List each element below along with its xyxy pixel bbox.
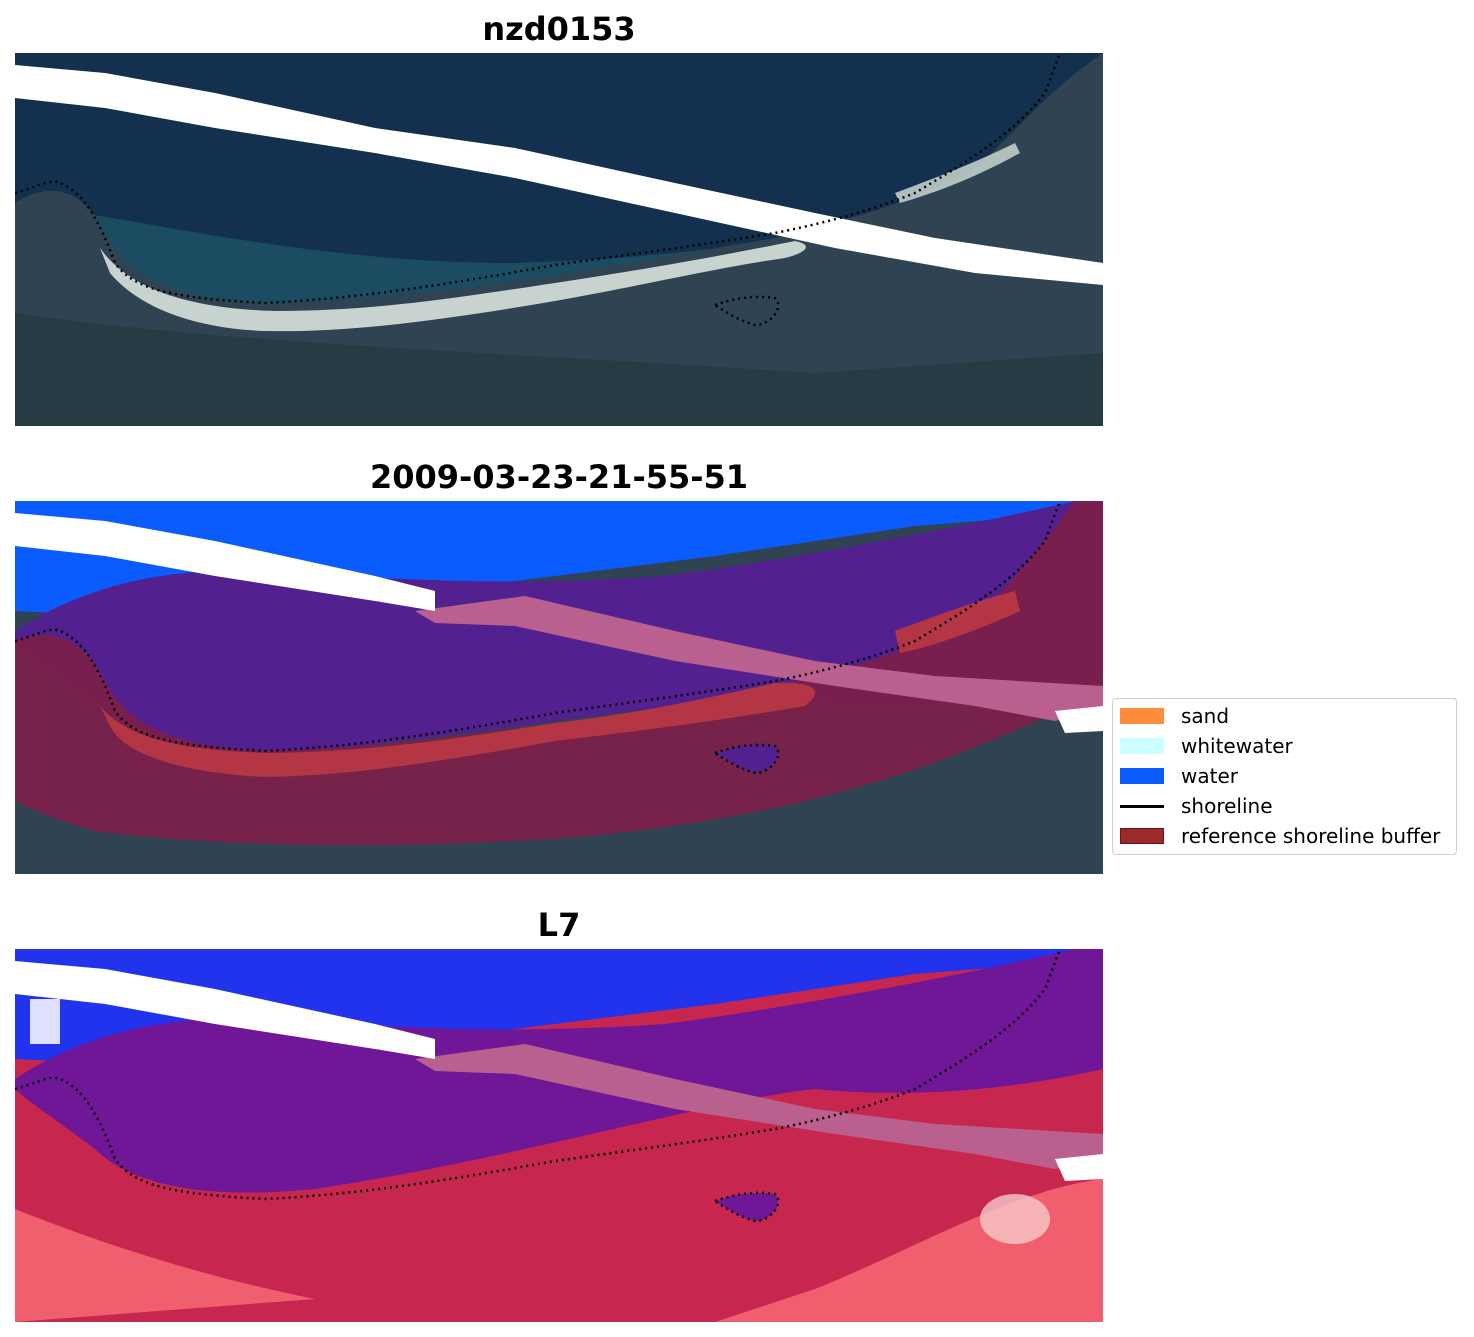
- nodata-stripe-east: [1055, 706, 1103, 733]
- panel-title-rgb: nzd0153: [482, 10, 636, 48]
- buffer-nodata-overlap: [415, 1044, 1103, 1169]
- shoreline-swatch: [1120, 804, 1164, 808]
- rgb-image: [15, 53, 1103, 426]
- classification-image: [15, 501, 1103, 874]
- legend-item-whitewater: whitewater: [1120, 734, 1293, 758]
- sand-class: [100, 682, 815, 777]
- beach-sand: [100, 241, 806, 332]
- legend-label-sand: sand: [1181, 704, 1230, 728]
- legend-label-buffer: reference shoreline buffer: [1181, 824, 1441, 848]
- legend-label-water: water: [1181, 764, 1238, 788]
- water-swatch: [1120, 768, 1164, 784]
- nodata-stripe: [15, 65, 1103, 285]
- legend-label-shoreline: shoreline: [1181, 794, 1273, 818]
- nodata-stripe: [15, 961, 435, 1059]
- legend-item-shoreline: shoreline: [1120, 794, 1273, 818]
- beach-east: [895, 143, 1020, 203]
- nodata-stripe-east: [1055, 1154, 1103, 1181]
- bright-land-west: [15, 1209, 315, 1322]
- classification-panel: [15, 501, 1103, 874]
- shoreline-lagoon: [712, 1191, 780, 1223]
- legend-item-buffer: reference shoreline buffer: [1120, 824, 1440, 848]
- panel-title-satellite: L7: [537, 906, 581, 944]
- bright-patch: [980, 1194, 1050, 1244]
- nodata-patch: [30, 999, 60, 1044]
- buffer-nodata-overlap: [415, 596, 1103, 721]
- sand-swatch: [1120, 708, 1164, 724]
- legend-label-whitewater: whitewater: [1181, 734, 1293, 758]
- legend-item-water: water: [1120, 764, 1238, 788]
- land-area: [15, 53, 1103, 426]
- legend-item-sand: sand: [1120, 704, 1229, 728]
- shoreline-lagoon: [712, 743, 780, 775]
- rgb-image-panel: [15, 53, 1103, 426]
- nodata-stripe: [15, 513, 435, 611]
- shoreline-lagoon: [712, 295, 780, 327]
- sand-class-east: [895, 591, 1020, 653]
- panel-title-date: 2009-03-23-21-55-51: [369, 458, 749, 496]
- legend: sand whitewater water shoreline referenc…: [1112, 698, 1457, 855]
- index-panel: [15, 949, 1103, 1322]
- buffer-swatch: [1120, 828, 1164, 844]
- vegetation: [15, 313, 1103, 426]
- index-image: [15, 949, 1103, 1322]
- whitewater-swatch: [1120, 738, 1164, 754]
